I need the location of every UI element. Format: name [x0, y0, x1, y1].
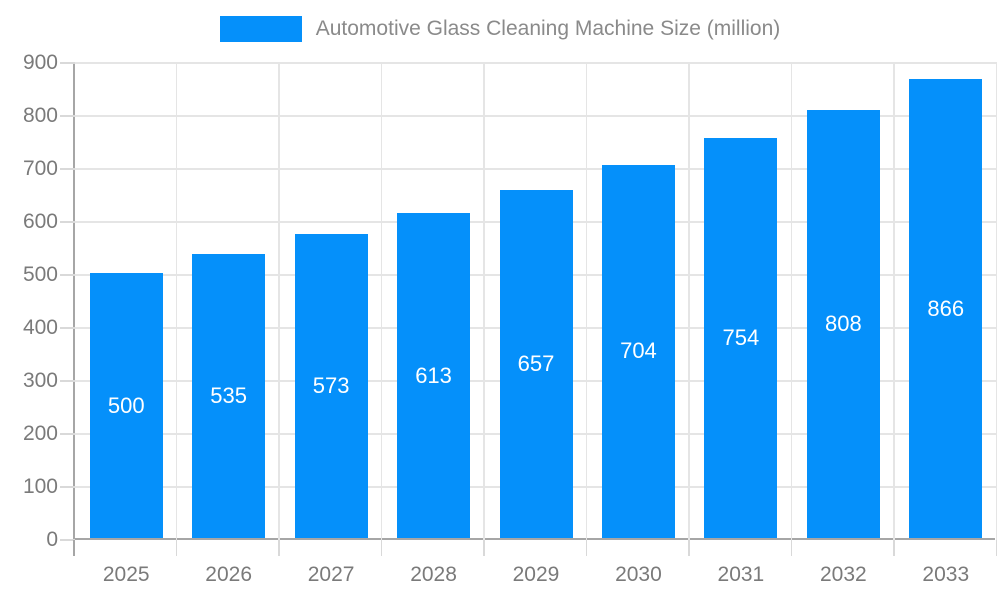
y-axis-label: 900 — [22, 51, 58, 74]
x-axis-tick — [790, 540, 793, 556]
x-axis-label: 2025 — [102, 563, 150, 586]
bar[interactable]: 500 — [89, 273, 163, 538]
x-axis-label: 2026 — [205, 563, 253, 586]
bar[interactable]: 704 — [601, 164, 675, 538]
x-axis-tick — [585, 540, 588, 556]
x-axis-label: 2030 — [615, 563, 662, 586]
y-axis-label: 700 — [22, 157, 58, 180]
x-axis-tick — [688, 540, 690, 556]
x-gridline — [893, 63, 895, 540]
bar-value-label: 500 — [107, 392, 145, 418]
bar-value-label: 573 — [312, 373, 350, 399]
bar[interactable]: 657 — [499, 189, 573, 538]
x-gridline — [585, 63, 588, 540]
plot-area: 0 100 200 300 400 500 600 700 800 900 2025 500 2026 5… — [23, 51, 997, 586]
x-axis-tick — [73, 540, 75, 556]
x-gridline — [380, 63, 383, 540]
y-axis-tick — [60, 115, 75, 117]
bar[interactable]: 573 — [294, 234, 368, 538]
x-gridline — [175, 63, 178, 540]
x-axis-label: 2033 — [922, 563, 970, 586]
y-gridline — [75, 168, 997, 170]
y-axis-tick — [60, 221, 75, 223]
x-axis-label: 2028 — [410, 563, 457, 586]
bar-value-label: 613 — [415, 362, 452, 388]
x-axis-label: 2027 — [307, 563, 355, 586]
bar-value-label: 754 — [722, 325, 760, 351]
x-gridline — [278, 63, 280, 540]
x-axis-tick — [995, 540, 997, 556]
x-axis-label: 2029 — [512, 563, 560, 586]
x-axis-tick — [175, 540, 178, 556]
bar[interactable]: 535 — [192, 254, 266, 538]
y-axis-tick — [60, 327, 75, 329]
bar[interactable]: 613 — [397, 213, 471, 538]
bar[interactable]: 866 — [909, 79, 983, 538]
y-axis-label: 0 — [46, 528, 58, 551]
y-axis-label: 200 — [22, 422, 58, 445]
y-axis-tick — [60, 274, 75, 276]
y-axis-label: 600 — [22, 210, 58, 233]
bar[interactable]: 754 — [704, 138, 778, 538]
y-axis-tick — [60, 62, 75, 64]
legend-swatch-icon — [219, 16, 302, 42]
x-gridline — [483, 63, 485, 540]
y-axis-label: 400 — [22, 316, 58, 339]
x-axis-tick — [380, 540, 383, 556]
bar-value-label: 657 — [517, 350, 555, 376]
bar[interactable]: 808 — [806, 109, 880, 538]
x-gridline — [688, 63, 690, 540]
y-axis-label: 500 — [22, 263, 58, 286]
bar-value-label: 808 — [824, 310, 862, 336]
y-axis-tick — [60, 486, 75, 488]
y-axis-tick — [60, 168, 75, 170]
x-axis-tick — [483, 540, 485, 556]
x-axis-label: 2032 — [819, 563, 867, 586]
legend-label: Automotive Glass Cleaning Machine Size (… — [315, 17, 781, 40]
y-axis-label: 100 — [22, 475, 58, 498]
x-gridline — [995, 63, 997, 540]
y-gridline — [75, 115, 997, 117]
x-gridline — [790, 63, 793, 540]
bar-value-label: 704 — [620, 338, 657, 364]
y-axis-tick — [60, 380, 75, 382]
y-gridline — [75, 62, 997, 64]
chart-legend[interactable]: Automotive Glass Cleaning Machine Size (… — [0, 16, 1000, 42]
x-axis-tick — [893, 540, 895, 556]
y-axis-tick — [60, 433, 75, 435]
x-axis-label: 2031 — [717, 563, 765, 586]
y-axis-tick — [60, 539, 75, 541]
x-axis-tick — [278, 540, 280, 556]
bar-value-label: 535 — [210, 383, 248, 409]
bar-value-label: 866 — [927, 295, 965, 321]
y-axis-label: 800 — [22, 104, 58, 127]
y-axis-label: 300 — [22, 369, 58, 392]
